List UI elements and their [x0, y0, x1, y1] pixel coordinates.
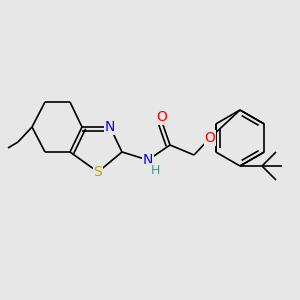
Text: N: N [105, 120, 115, 134]
Text: S: S [94, 165, 102, 179]
Text: O: O [157, 110, 167, 124]
Text: O: O [205, 131, 215, 145]
Text: H: H [150, 164, 160, 176]
Text: N: N [143, 153, 153, 167]
